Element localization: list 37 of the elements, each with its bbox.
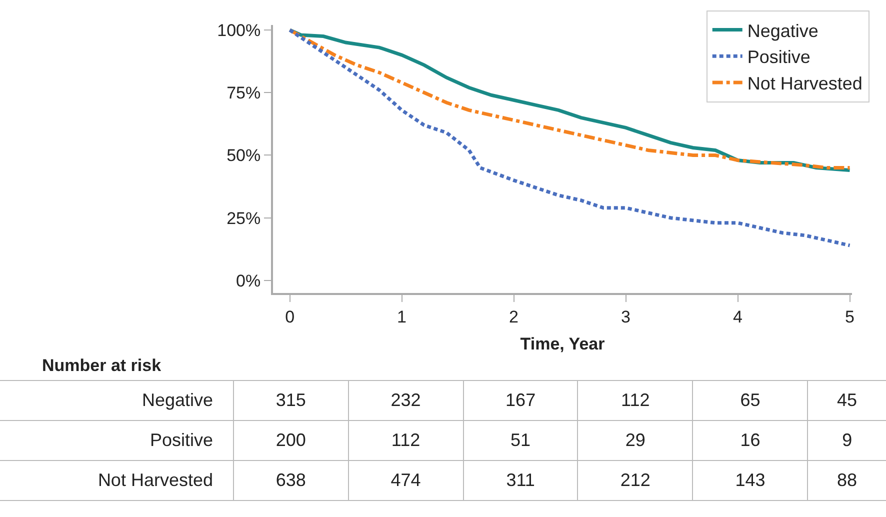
- text: 167: [463, 380, 578, 420]
- text: 200: [234, 420, 348, 460]
- y-tick-label: 100%: [217, 20, 261, 40]
- y-tick-label: 25%: [226, 208, 261, 228]
- x-tick-label: 0: [285, 307, 295, 326]
- text: 29: [578, 420, 693, 460]
- text: 311: [463, 460, 578, 500]
- text: 212: [578, 460, 693, 500]
- x-tick-label: 1: [397, 307, 407, 326]
- text: Number at risk: [42, 356, 162, 376]
- x-tick-label: 3: [621, 307, 631, 326]
- legend-label: Positive: [747, 47, 810, 68]
- text: 474: [348, 460, 464, 500]
- y-tick-label: 75%: [226, 84, 261, 103]
- x-tick-label: 2: [509, 307, 519, 326]
- text: 638: [234, 460, 348, 500]
- text: 88: [808, 460, 886, 500]
- text: 112: [578, 380, 693, 420]
- x-tick-label: 4: [733, 307, 743, 326]
- text: Positive: [0, 420, 234, 460]
- text: 65: [692, 380, 808, 420]
- y-tick-label: 50%: [226, 146, 261, 166]
- x-axis-title: Time, Year: [520, 334, 606, 354]
- text: 143: [692, 460, 808, 500]
- legend-label: Not Harvested: [747, 74, 862, 94]
- x-tick-label: 5: [845, 307, 854, 326]
- text: 16: [692, 420, 808, 460]
- legend-label: Negative: [747, 20, 818, 41]
- text: Negative: [0, 380, 234, 420]
- y-tick-label: 0%: [236, 271, 261, 290]
- text: 112: [348, 420, 464, 460]
- text: 45: [808, 380, 886, 420]
- text: 232: [348, 380, 464, 420]
- text: Not Harvested: [0, 460, 234, 500]
- text: 315: [234, 380, 348, 420]
- text: 9: [808, 420, 886, 460]
- text: 51: [463, 420, 578, 460]
